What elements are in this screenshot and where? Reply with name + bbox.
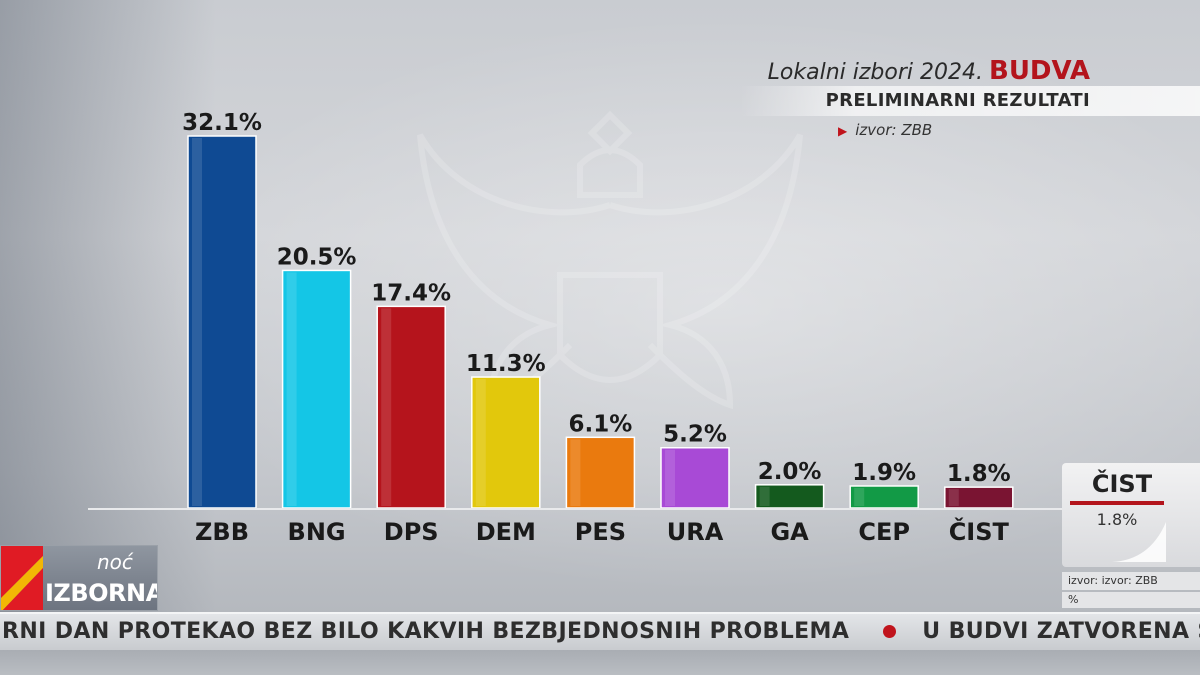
category-label: ZBB xyxy=(195,518,249,546)
city-label: BUDVA xyxy=(989,56,1090,86)
value-label: 20.5% xyxy=(277,244,357,270)
party-detail-curve xyxy=(1112,522,1166,562)
bar-group-zbb: 32.1% ZBB xyxy=(182,110,262,546)
category-label: GA xyxy=(770,518,809,546)
party-detail-source: izvor: izvor: ZBB xyxy=(1062,572,1200,590)
bar-group-dps: 17.4% DPS xyxy=(371,280,451,546)
logo-line1: noć xyxy=(97,550,133,574)
value-label: 32.1% xyxy=(182,110,262,136)
bar-highlight xyxy=(759,486,770,506)
chart-baseline xyxy=(88,508,1200,510)
bar xyxy=(754,484,825,509)
logo-line2: IZBORNA xyxy=(45,579,158,607)
party-detail-value: 1.8% xyxy=(1096,510,1138,529)
value-label: 2.0% xyxy=(758,459,822,485)
bar-group-bng: 20.5% BNG xyxy=(277,244,357,546)
category-label: URA xyxy=(667,518,724,546)
bottom-strip xyxy=(0,650,1200,675)
bar-highlight xyxy=(854,487,865,506)
bar-group-dem: 11.3% DEM xyxy=(466,351,546,546)
bar-highlight xyxy=(381,308,392,506)
bar-group-cep: 1.9% CEP xyxy=(849,460,919,546)
bar-group-ura: 5.2% URA xyxy=(660,422,730,546)
bar-group-čist: 1.8% ČIST xyxy=(944,461,1014,546)
bar-chart: 32.1% ZBB 20.5% BNG 17.4% DPS 11.3% DEM 6.1% PES 5… xyxy=(182,110,1014,546)
news-ticker: RNI DAN PROTEKAO BEZ BILO KAKVIH BEZBJED… xyxy=(0,612,1200,652)
bar xyxy=(187,135,257,509)
bar-highlight xyxy=(665,449,675,506)
bar-highlight xyxy=(192,138,202,506)
category-label: BNG xyxy=(288,518,346,546)
source-text: izvor: ZBB xyxy=(855,121,933,139)
value-label: 5.2% xyxy=(663,422,727,448)
category-label: ČIST xyxy=(949,516,1010,546)
play-triangle-icon: ▶ xyxy=(838,124,848,138)
ticker-item: RNI DAN PROTEKAO BEZ BILO KAKVIH BEZBJED… xyxy=(2,619,850,644)
source-note: ▶ izvor: ZBB xyxy=(838,121,932,139)
value-label: 11.3% xyxy=(466,351,546,377)
category-label: CEP xyxy=(858,518,910,546)
election-title: Lokalni izbori 2024. BUDVA xyxy=(768,56,1090,86)
party-detail-name: ČIST xyxy=(1091,470,1153,498)
value-label: 1.8% xyxy=(947,461,1011,487)
value-label: 6.1% xyxy=(569,411,633,437)
bar-group-ga: 2.0% GA xyxy=(754,459,825,546)
bar xyxy=(565,436,636,509)
category-label: DEM xyxy=(476,518,536,546)
bar-highlight xyxy=(570,439,581,506)
party-detail-unit: % xyxy=(1062,592,1200,608)
party-detail-card xyxy=(1062,463,1200,567)
bar-highlight xyxy=(475,379,486,506)
category-label: PES xyxy=(575,518,626,546)
subtitle: PRELIMINARNI REZULTATI xyxy=(825,90,1090,111)
ticker-track: RNI DAN PROTEKAO BEZ BILO KAKVIH BEZBJED… xyxy=(2,619,1200,644)
value-label: 1.9% xyxy=(852,460,916,486)
election-label: Lokalni izbori 2024. xyxy=(767,60,983,85)
bar xyxy=(660,446,730,509)
category-label: DPS xyxy=(384,518,439,546)
ticker-separator-dot xyxy=(883,624,897,638)
logo-flag-icon xyxy=(1,546,43,610)
bar-highlight xyxy=(948,489,959,506)
noc-izborna-logo: noć IZBORNA xyxy=(0,545,158,611)
subtitle-bar: PRELIMINARNI REZULTATI xyxy=(740,86,1200,116)
bar-group-pes: 6.1% PES xyxy=(565,411,636,546)
value-label: 17.4% xyxy=(371,280,451,306)
ticker-item: U BUDVI ZATVORENA SVA B xyxy=(922,619,1200,644)
party-detail-underline xyxy=(1070,501,1164,505)
bar-highlight xyxy=(286,272,297,506)
bar xyxy=(281,269,352,509)
